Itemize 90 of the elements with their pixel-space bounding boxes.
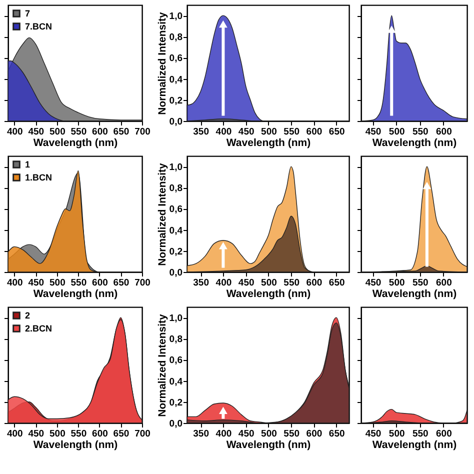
x-axis-title: Wavelength (nm) [33,439,118,451]
y-axis-title: Normalized Intensity [156,163,168,266]
legend-label: 1.BCN [25,172,52,182]
x-tick-label: 400 [6,126,23,138]
x-tick-label: 500 [261,428,277,440]
x-tick-label: 600 [436,278,452,288]
x-tick-label: 700 [134,278,150,288]
legend-label: 2 [25,310,30,320]
x-tick-label: 550 [412,126,428,138]
x-tick-label: 600 [306,126,322,138]
y-tick-label: 0,2 [169,397,182,408]
x-tick-label: 350 [193,278,210,288]
x-tick-label: 500 [49,428,66,440]
x-tick-label: 550 [284,278,300,288]
x-tick-label: 450 [365,278,382,288]
x-tick-label: 450 [28,278,44,288]
legend-label: 1 [25,160,30,170]
x-tick-label: 650 [113,278,130,288]
y-tick-label: 0,6 [169,53,182,64]
x-tick-label: 400 [6,428,23,440]
x-tick-label: 400 [216,428,232,440]
x-tick-label: 450 [365,428,382,440]
x-tick-label: 500 [388,278,405,288]
x-tick-label: 550 [70,428,87,440]
y-tick-label: 1,0 [169,313,182,324]
x-tick-label: 550 [412,278,428,288]
y-tick-label: 0,0 [169,418,182,430]
y-tick-label: 0,8 [169,32,182,44]
x-tick-label: 550 [70,126,87,138]
y-tick-label: 0,0 [169,268,182,278]
legend-label: 2.BCN [25,324,52,334]
x-axis-title: Wavelength (nm) [372,439,457,451]
x-axis-title: Wavelength (nm) [372,288,457,300]
x-tick-label: 700 [134,428,150,440]
y-axis-title: Normalized Intensity [156,314,168,417]
x-tick-label: 550 [412,428,428,440]
x-tick-label: 600 [92,428,108,440]
x-tick-label: 550 [284,428,300,440]
x-tick-label: 450 [365,126,382,138]
x-tick-label: 650 [113,428,130,440]
y-tick-label: 0,2 [169,246,182,258]
x-tick-label: 450 [28,428,44,440]
y-tick-label: 0,4 [169,74,184,86]
x-axis-title: Wavelength (nm) [33,137,118,149]
y-tick-label: 0,6 [169,204,182,216]
y-tick-label: 0,4 [169,376,184,388]
legend-label: 7.BCN [25,22,52,32]
x-tick-label: 450 [28,126,44,138]
y-tick-label: 0,2 [169,95,182,106]
x-tick-label: 350 [193,428,210,440]
x-tick-label: 350 [193,126,210,138]
x-axis-title: Wavelength (nm) [226,137,311,149]
x-tick-label: 400 [6,278,23,288]
x-tick-label: 500 [388,428,405,440]
x-tick-label: 600 [306,278,322,288]
y-tick-label: 0,8 [169,183,182,194]
x-tick-label: 650 [328,278,345,288]
y-tick-label: 0,4 [169,225,184,236]
x-tick-label: 450 [238,126,254,138]
x-tick-label: 400 [216,126,232,138]
x-tick-label: 650 [328,126,345,138]
y-tick-label: 1,0 [169,11,182,22]
x-tick-label: 450 [238,278,254,288]
x-tick-label: 600 [92,278,108,288]
y-axis-title: Normalized Intensity [156,12,168,115]
x-tick-label: 500 [261,126,277,138]
x-tick-label: 550 [70,278,87,288]
x-tick-label: 600 [92,126,108,138]
y-tick-label: 1,0 [169,162,182,174]
x-tick-label: 650 [328,428,345,440]
y-tick-label: 0,8 [169,334,182,346]
x-axis-title: Wavelength (nm) [226,439,311,451]
x-tick-label: 650 [113,126,130,138]
x-tick-label: 600 [436,428,452,440]
x-tick-label: 500 [261,278,277,288]
y-tick-label: 0,6 [169,355,182,366]
legend-label: 7 [25,8,30,18]
x-axis-title: Wavelength (nm) [226,288,311,300]
x-tick-label: 450 [238,428,254,440]
y-tick-label: 0,0 [169,116,182,128]
x-tick-label: 600 [436,126,452,138]
x-tick-label: 600 [306,428,322,440]
x-axis-title: Wavelength (nm) [33,288,118,300]
x-tick-label: 500 [388,126,405,138]
x-tick-label: 700 [134,126,150,138]
x-tick-label: 500 [49,278,66,288]
x-axis-title: Wavelength (nm) [372,137,457,149]
x-tick-label: 500 [49,126,66,138]
x-tick-label: 400 [216,278,232,288]
x-tick-label: 550 [284,126,300,138]
